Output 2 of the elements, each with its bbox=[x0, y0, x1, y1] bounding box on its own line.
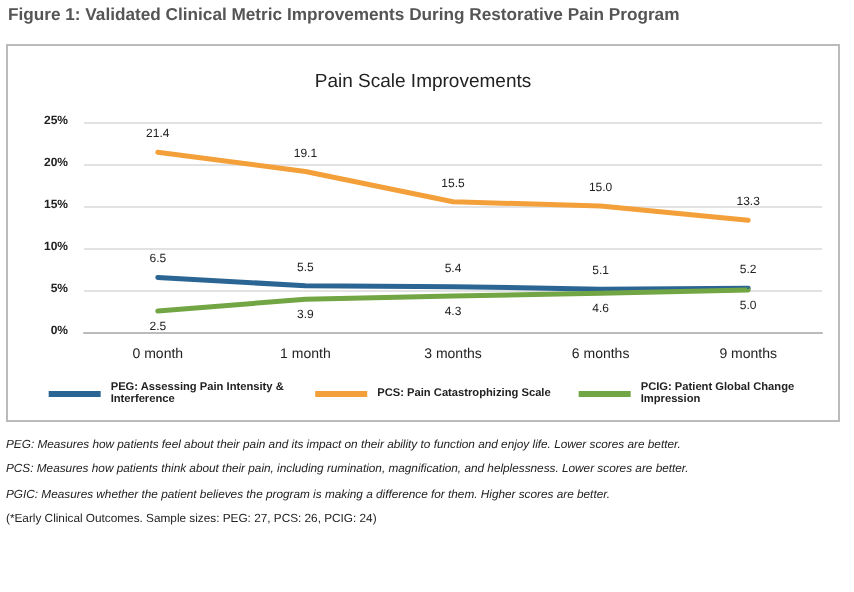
chart-subtitle: Pain Scale Improvements bbox=[314, 71, 532, 93]
chart-title: Figure 1: Validated Clinical Metric Improvements During Restorative Pain Program bbox=[8, 4, 680, 24]
